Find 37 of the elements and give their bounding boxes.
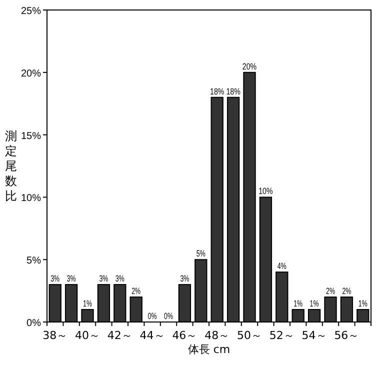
- y-tick-label: 25%: [20, 6, 42, 17]
- x-tick-label: 44～: [140, 329, 165, 342]
- data-label: 10%: [258, 186, 277, 196]
- x-tick-label: 52～: [269, 329, 294, 342]
- data-label: 0%: [148, 311, 161, 321]
- x-tick-label: 54～: [302, 329, 327, 342]
- data-label: 5%: [196, 248, 210, 259]
- y-tick-label: 20%: [20, 68, 42, 80]
- x-tick-label: 56～: [334, 329, 360, 342]
- x-tick-label: 48～: [204, 329, 230, 342]
- data-label: 3%: [50, 274, 64, 284]
- data-label: 3%: [180, 274, 194, 284]
- data-label: 18%: [226, 86, 244, 96]
- data-label: 1%: [310, 298, 323, 309]
- x-tick-label: 38～: [42, 329, 68, 342]
- x-tick-label: 40～: [75, 329, 100, 342]
- y-tick-label: 15%: [20, 130, 42, 142]
- y-axis-title: 測定尾数比: [5, 129, 17, 203]
- y-tick-label: 0%: [26, 318, 42, 329]
- data-label: 1%: [358, 298, 372, 309]
- x-tick-label: 50～: [237, 329, 262, 342]
- data-label: 2%: [326, 286, 340, 296]
- x-axis-title: 体長 cm: [188, 343, 230, 356]
- y-tick-label: 5%: [26, 256, 42, 267]
- data-label: 3%: [99, 274, 112, 284]
- x-tick-label: 46～: [172, 329, 198, 342]
- data-label: 3%: [66, 274, 80, 284]
- data-label: 1%: [294, 298, 307, 309]
- data-label: 2%: [342, 286, 356, 296]
- data-label: 4%: [277, 261, 290, 272]
- x-tick-label: 42～: [107, 329, 132, 342]
- data-label: 20%: [242, 61, 260, 72]
- data-label: 0%: [164, 311, 178, 321]
- data-label: 2%: [132, 286, 145, 296]
- y-tick-label: 10%: [20, 193, 42, 204]
- data-label: 3%: [115, 274, 128, 284]
- data-label: 1%: [83, 298, 96, 309]
